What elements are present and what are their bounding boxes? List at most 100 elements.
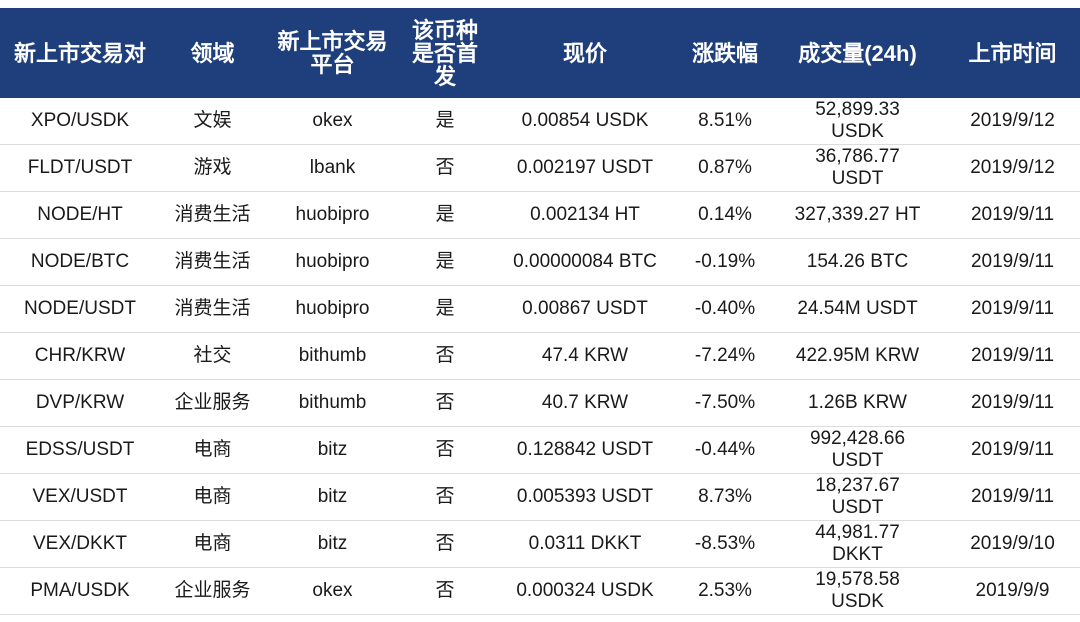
cell-listing-date-text: 2019/9/11 — [970, 439, 1055, 460]
cell-price: 47.4 KRW — [490, 332, 680, 380]
cell-exchange-text: bitz — [317, 439, 348, 460]
cell-listing-date-text: 2019/9/11 — [970, 204, 1055, 225]
cell-sector-text: 电商 — [193, 486, 232, 507]
cell-price-text: 0.000324 USDK — [516, 580, 654, 601]
cell-sector-text: 消费生活 — [174, 204, 251, 225]
cell-exchange-text: okex — [312, 580, 353, 601]
cell-change-text: -0.44% — [694, 439, 756, 460]
cell-price-text: 0.00867 USDT — [522, 298, 648, 319]
cell-price: 0.00000084 BTC — [490, 238, 680, 286]
cell-price-text: 0.0311 DKKT — [528, 533, 642, 554]
cell-trading-pair: NODE/USDT — [0, 285, 160, 333]
cell-sector: 消费生活 — [160, 285, 265, 333]
cell-volume-text: 52,899.33 USDK — [815, 99, 900, 142]
cell-listing-date: 2019/9/11 — [945, 238, 1080, 286]
cell-change: 0.14% — [680, 191, 770, 239]
header-label: 领域 — [190, 40, 235, 66]
cell-first-listing: 否 — [400, 473, 490, 521]
cell-trading-pair: NODE/HT — [0, 191, 160, 239]
cell-listing-date-text: 2019/9/11 — [970, 251, 1055, 272]
cell-listing-date-text: 2019/9/12 — [970, 157, 1055, 178]
cell-first-listing: 是 — [400, 191, 490, 239]
cell-volume: 1.26B KRW — [770, 379, 945, 427]
cell-trading-pair-text: NODE/USDT — [24, 298, 136, 319]
cell-exchange-text: bitz — [317, 533, 348, 554]
cell-exchange: lbank — [265, 144, 400, 192]
cell-sector-text: 消费生活 — [174, 298, 251, 319]
cell-listing-date-text: 2019/9/11 — [970, 392, 1055, 413]
cell-volume-text: 422.95M KRW — [795, 345, 920, 366]
header-label: 上市时间 — [968, 40, 1057, 66]
cell-first-listing-text: 是 — [435, 298, 455, 319]
cell-change: 8.73% — [680, 473, 770, 521]
cell-first-listing-text: 否 — [435, 345, 455, 366]
cell-volume-text: 1.26B KRW — [808, 392, 907, 413]
cell-sector-text: 企业服务 — [174, 392, 251, 413]
cell-price: 40.7 KRW — [490, 379, 680, 427]
cell-change: -7.24% — [680, 332, 770, 380]
header-exchange: 新上市交易平台 — [265, 8, 400, 98]
cell-sector: 社交 — [160, 332, 265, 380]
cell-trading-pair: PMA/USDK — [0, 567, 160, 615]
cell-change-text: -0.19% — [694, 251, 756, 272]
cell-change: -8.53% — [680, 520, 770, 568]
cell-exchange: bithumb — [265, 379, 400, 427]
cell-exchange: okex — [265, 98, 400, 145]
table-row: NODE/BTC 消费生活 huobipro 是 0.00000084 BTC -0.19… — [0, 238, 1080, 286]
cell-trading-pair: EDSS/USDT — [0, 426, 160, 474]
header-volume: 成交量(24h) — [770, 8, 945, 98]
cell-exchange: bitz — [265, 520, 400, 568]
cell-change-text: -7.50% — [694, 392, 756, 413]
cell-listing-date: 2019/9/11 — [945, 332, 1080, 380]
header-label: 成交量(24h) — [798, 40, 917, 66]
cell-first-listing-text: 否 — [435, 533, 455, 554]
table-row: PMA/USDK 企业服务 okex 否 0.000324 USDK 2.53% 19,57… — [0, 567, 1080, 615]
cell-listing-date-text: 2019/9/9 — [975, 580, 1050, 601]
cell-trading-pair: DVP/KRW — [0, 379, 160, 427]
cell-change-text: -0.40% — [694, 298, 756, 319]
cell-exchange: huobipro — [265, 285, 400, 333]
cell-listing-date: 2019/9/11 — [945, 191, 1080, 239]
cell-exchange: bitz — [265, 426, 400, 474]
cell-exchange-text: huobipro — [295, 204, 370, 225]
cell-exchange-text: lbank — [309, 157, 356, 178]
cell-exchange-text: bithumb — [298, 392, 367, 413]
cell-listing-date: 2019/9/11 — [945, 379, 1080, 427]
cell-exchange: huobipro — [265, 191, 400, 239]
cell-sector-text: 文娱 — [193, 110, 232, 131]
cell-listing-date: 2019/9/11 — [945, 285, 1080, 333]
cell-price-text: 0.005393 USDT — [516, 486, 654, 507]
cell-volume-text: 992,428.66 USDT — [809, 428, 906, 471]
cell-first-listing: 是 — [400, 98, 490, 145]
cell-trading-pair-text: CHR/KRW — [34, 345, 126, 366]
cell-volume: 19,578.58 USDK — [770, 567, 945, 615]
cell-first-listing: 是 — [400, 285, 490, 333]
cell-listing-date-text: 2019/9/11 — [970, 486, 1055, 507]
table-row: XPO/USDK 文娱 okex 是 0.00854 USDK 8.51% 52,899.3… — [0, 98, 1080, 145]
cell-change-text: 2.53% — [698, 580, 752, 601]
cell-exchange: bitz — [265, 473, 400, 521]
header-label: 新上市交易平台 — [277, 29, 388, 77]
cell-volume: 18,237.67 USDT — [770, 473, 945, 521]
cell-first-listing-text: 否 — [435, 580, 455, 601]
cell-change: -7.50% — [680, 379, 770, 427]
cell-trading-pair: CHR/KRW — [0, 332, 160, 380]
cell-volume-text: 19,578.58 USDK — [815, 569, 900, 612]
cell-sector: 电商 — [160, 426, 265, 474]
cell-trading-pair-text: VEX/USDT — [32, 486, 128, 507]
cell-price-text: 0.002134 HT — [530, 204, 640, 225]
cell-sector: 消费生活 — [160, 238, 265, 286]
cell-sector-text: 消费生活 — [174, 251, 251, 272]
cell-exchange: okex — [265, 567, 400, 615]
cell-sector: 文娱 — [160, 98, 265, 145]
cell-price: 0.00854 USDK — [490, 98, 680, 145]
table-header: 新上市交易对 领域 新上市交易平台 该币种是否首发 现价 涨跌幅 成交量(24h… — [0, 8, 1080, 98]
cell-sector-text: 企业服务 — [174, 580, 251, 601]
cell-volume-text: 44,981.77 DKKT — [815, 522, 900, 565]
cell-sector-text: 电商 — [193, 439, 232, 460]
cell-exchange: huobipro — [265, 238, 400, 286]
cell-volume: 52,899.33 USDK — [770, 98, 945, 145]
table-row: VEX/USDT 电商 bitz 否 0.005393 USDT 8.73% 18,237.… — [0, 473, 1080, 521]
header-change: 涨跌幅 — [680, 8, 770, 98]
